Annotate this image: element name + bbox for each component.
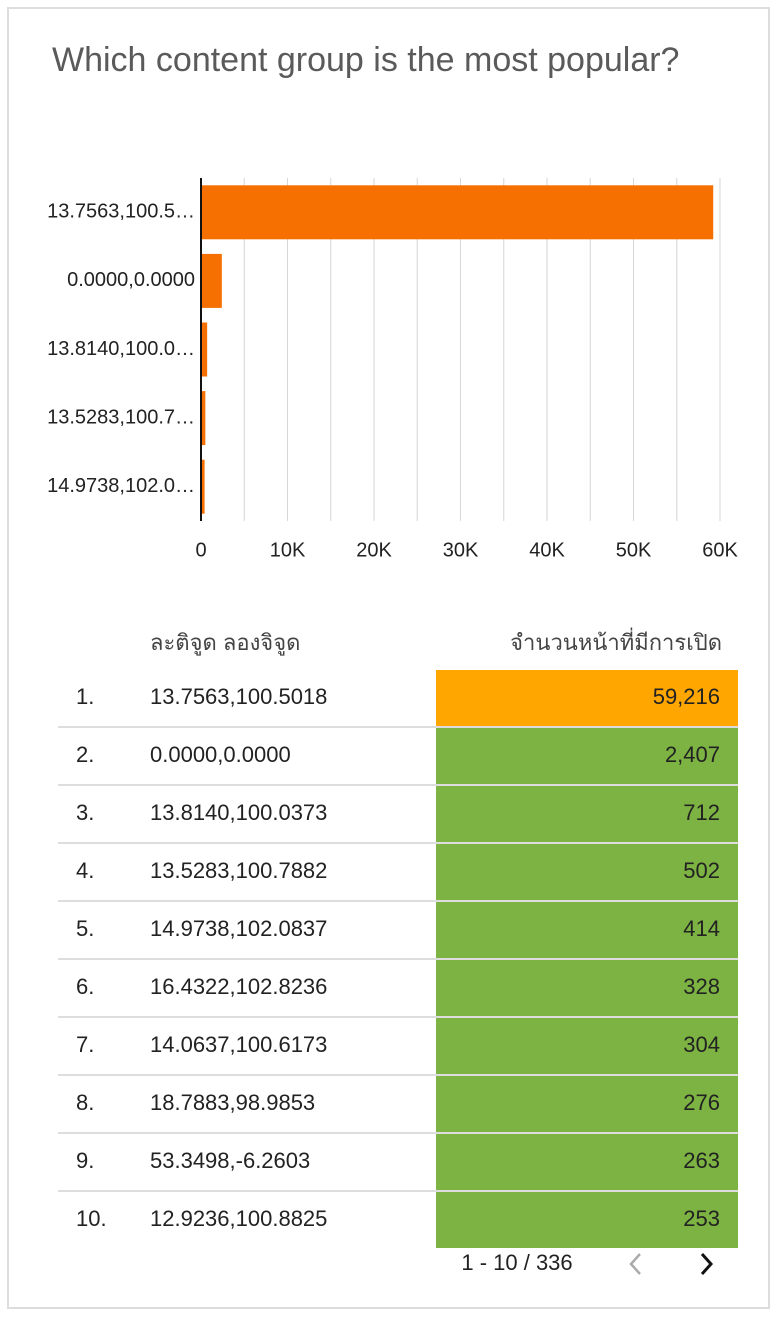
- row-label: 13.7563,100.5018: [150, 684, 327, 709]
- row-label: 53.3498,-6.2603: [150, 1148, 310, 1173]
- bar: [201, 459, 205, 514]
- value-cell: [436, 844, 738, 900]
- value-cell: [436, 670, 738, 726]
- row-index: 5.: [76, 916, 94, 941]
- value-cell: [436, 1018, 738, 1074]
- bar: [201, 322, 208, 377]
- next-page[interactable]: [700, 1252, 714, 1276]
- x-tick-label: 20K: [356, 539, 392, 561]
- row-index: 4.: [76, 858, 94, 883]
- x-tick-label: 30K: [443, 539, 479, 561]
- bar: [201, 253, 222, 308]
- row-index: 6.: [76, 974, 94, 999]
- row-label: 14.0637,100.6173: [150, 1032, 327, 1057]
- row-value: 263: [683, 1148, 720, 1173]
- row-value: 414: [683, 916, 720, 941]
- x-tick-label: 60K: [702, 539, 738, 561]
- row-value: 304: [683, 1032, 720, 1057]
- row-label: 16.4322,102.8236: [150, 974, 327, 999]
- row-value: 2,407: [665, 742, 720, 767]
- row-value: 712: [683, 800, 720, 825]
- row-value: 502: [683, 858, 720, 883]
- row-value: 328: [683, 974, 720, 999]
- x-tick-label: 40K: [529, 539, 565, 561]
- value-cell: [436, 1192, 738, 1248]
- row-value: 59,216: [653, 684, 720, 709]
- table-header: ละติจูด ลองจิจูด: [150, 630, 300, 656]
- row-label: 13.5283,100.7882: [150, 858, 327, 883]
- row-index: 7.: [76, 1032, 94, 1057]
- value-cell: [436, 1134, 738, 1190]
- row-label: 0.0000,0.0000: [150, 742, 291, 767]
- row-value: 276: [683, 1090, 720, 1115]
- bar: [201, 391, 206, 446]
- x-tick-label: 10K: [270, 539, 306, 561]
- row-index: 8.: [76, 1090, 94, 1115]
- row-index: 9.: [76, 1148, 94, 1173]
- row-index: 1.: [76, 684, 94, 709]
- row-label: 14.9738,102.0837: [150, 916, 327, 941]
- y-tick-label: 14.9738,102.0…: [47, 475, 195, 497]
- value-cell: [436, 1076, 738, 1132]
- y-tick-label: 13.7563,100.5…: [47, 201, 195, 223]
- x-tick-label: 50K: [616, 539, 652, 561]
- table-header: จำนวนหน้าที่มีการเปิด: [510, 627, 722, 655]
- y-tick-label: 0.0000,0.0000: [67, 269, 195, 291]
- row-index: 3.: [76, 800, 94, 825]
- row-label: 13.8140,100.0373: [150, 800, 327, 825]
- row-label: 12.9236,100.8825: [150, 1206, 327, 1231]
- x-tick-label: 0: [195, 539, 206, 561]
- value-cell: [436, 902, 738, 958]
- pagination-label: 1 - 10 / 336: [461, 1250, 572, 1275]
- y-tick-label: 13.5283,100.7…: [47, 406, 195, 428]
- value-cell: [436, 728, 738, 784]
- row-index: 10.: [76, 1206, 107, 1231]
- value-cell: [436, 786, 738, 842]
- value-cell: [436, 960, 738, 1016]
- chart-title: Which content group is the most popular?: [52, 41, 679, 79]
- y-tick-label: 13.8140,100.0…: [47, 338, 195, 360]
- bar: [201, 185, 714, 240]
- prev-page[interactable]: [629, 1253, 641, 1275]
- row-value: 253: [683, 1206, 720, 1231]
- row-index: 2.: [76, 742, 94, 767]
- row-label: 18.7883,98.9853: [150, 1090, 315, 1115]
